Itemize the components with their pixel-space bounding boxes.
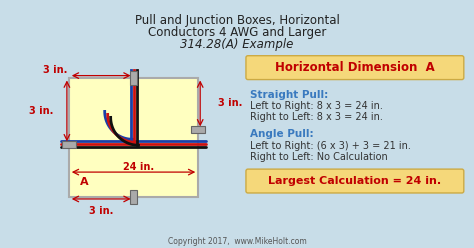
Text: 3 in.: 3 in. [218, 98, 242, 108]
Text: Left to Right: 8 x 3 = 24 in.: Left to Right: 8 x 3 = 24 in. [250, 101, 383, 111]
Text: A: A [80, 177, 88, 187]
FancyBboxPatch shape [246, 56, 464, 80]
Bar [62, 141, 76, 148]
Text: 3 in.: 3 in. [43, 65, 67, 75]
Text: 3 in.: 3 in. [89, 206, 113, 216]
Text: Left to Right: (6 x 3) + 3 = 21 in.: Left to Right: (6 x 3) + 3 = 21 in. [250, 141, 411, 151]
Text: Right to Left: No Calculation: Right to Left: No Calculation [250, 152, 388, 162]
Text: Pull and Junction Boxes, Horizontal: Pull and Junction Boxes, Horizontal [135, 14, 339, 27]
FancyBboxPatch shape [69, 78, 198, 197]
Text: 24 in.: 24 in. [123, 162, 154, 172]
Text: Copyright 2017,  www.MikeHolt.com: Copyright 2017, www.MikeHolt.com [168, 237, 306, 246]
Text: 314.28(A) Example: 314.28(A) Example [180, 38, 294, 51]
Text: Straight Pull:: Straight Pull: [250, 90, 328, 99]
Text: Right to Left: 8 x 3 = 24 in.: Right to Left: 8 x 3 = 24 in. [250, 112, 383, 123]
Bar [191, 126, 205, 133]
Text: Horizontal Dimension  A: Horizontal Dimension A [274, 61, 434, 74]
Text: 3 in.: 3 in. [29, 106, 53, 116]
Text: Largest Calculation = 24 in.: Largest Calculation = 24 in. [268, 176, 441, 186]
FancyBboxPatch shape [246, 169, 464, 193]
Bar [130, 71, 137, 85]
Bar [130, 190, 137, 204]
Text: Conductors 4 AWG and Larger: Conductors 4 AWG and Larger [148, 26, 326, 39]
Text: Angle Pull:: Angle Pull: [250, 129, 314, 139]
